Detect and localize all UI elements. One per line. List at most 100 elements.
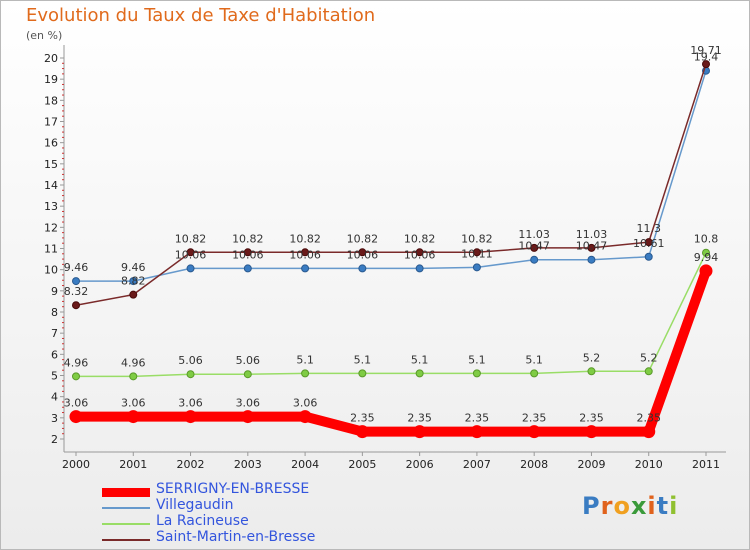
data-point-villegaudin: [358, 264, 367, 273]
data-point-villegaudin: [243, 264, 252, 273]
x-tick-label: 2002: [177, 458, 205, 471]
data-label-villegaudin: 9.46: [121, 261, 146, 274]
data-label-la-racineuse: 5.1: [354, 353, 372, 366]
data-label-serrigny: 2.35: [350, 412, 375, 425]
data-label-villegaudin: 10.11: [461, 247, 493, 260]
data-label-saint-martin: 10.82: [289, 232, 321, 245]
y-tick-label: 17: [44, 116, 58, 129]
data-point-villegaudin: [186, 264, 195, 273]
data-point-la-racineuse: [415, 369, 424, 378]
data-label-la-racineuse: 4.96: [121, 356, 146, 369]
data-point-saint-martin: [301, 248, 310, 257]
data-label-saint-martin: 10.82: [175, 232, 207, 245]
data-label-serrigny: 3.06: [121, 397, 146, 410]
data-point-la-racineuse: [702, 248, 710, 257]
data-label-saint-martin: 10.82: [232, 232, 264, 245]
data-label-serrigny: 2.35: [407, 412, 432, 425]
series-line-la-racineuse: [75, 251, 707, 378]
data-point-villegaudin: [415, 264, 424, 273]
data-label-la-racineuse: 5.1: [468, 353, 486, 366]
x-tick-label: 2010: [635, 458, 663, 471]
x-tick-label: 2008: [520, 458, 548, 471]
data-point-saint-martin: [472, 248, 481, 257]
data-point-la-racineuse: [72, 372, 80, 381]
legend-swatch: [102, 523, 150, 525]
y-tick-label: 15: [44, 158, 58, 171]
data-label-la-racineuse: 5.2: [583, 351, 601, 364]
data-point-saint-martin: [415, 248, 424, 257]
data-point-serrigny: [699, 264, 713, 278]
legend-swatch: [102, 507, 150, 509]
legend-label: SERRIGNY-EN-BRESSE: [156, 481, 310, 497]
data-label-villegaudin: 9.46: [64, 261, 89, 274]
data-point-villegaudin: [472, 263, 481, 272]
data-point-villegaudin: [530, 255, 539, 264]
x-tick-label: 2005: [348, 458, 376, 471]
data-point-saint-martin: [243, 248, 252, 257]
y-tick-label: 20: [44, 52, 58, 65]
data-point-serrigny: [642, 425, 656, 439]
legend-label: La Racineuse: [156, 513, 249, 529]
data-label-villegaudin: 10.06: [347, 248, 379, 261]
data-point-saint-martin: [358, 248, 367, 257]
y-tick-label: 16: [44, 137, 58, 150]
y-tick-label: 7: [51, 327, 58, 340]
data-point-la-racineuse: [644, 367, 653, 376]
y-tick-label: 4: [51, 391, 58, 404]
data-point-saint-martin: [587, 243, 596, 252]
data-point-serrigny: [470, 425, 484, 439]
y-tick-label: 10: [44, 264, 58, 277]
data-label-saint-martin: 10.82: [461, 232, 493, 245]
data-label-saint-martin: 11.3: [636, 222, 661, 235]
data-point-villegaudin: [72, 277, 80, 286]
data-point-saint-martin: [702, 60, 710, 69]
data-label-saint-martin: 11.03: [576, 228, 608, 241]
data-label-la-racineuse: 5.06: [178, 354, 203, 367]
data-label-la-racineuse: 5.1: [411, 353, 429, 366]
data-point-saint-martin: [129, 290, 138, 299]
y-tick-label: 5: [51, 370, 58, 383]
x-tick-label: 2011: [692, 458, 720, 471]
y-tick-label: 13: [44, 200, 58, 213]
data-point-serrigny: [413, 425, 427, 439]
data-label-serrigny: 3.06: [236, 397, 261, 410]
data-label-villegaudin: 10.61: [633, 237, 665, 250]
data-label-villegaudin: 10.06: [175, 248, 207, 261]
data-label-la-racineuse: 4.96: [64, 356, 89, 369]
data-label-villegaudin: 19.4: [694, 51, 719, 64]
y-tick-label: 3: [51, 412, 58, 425]
legend-label: Villegaudin: [156, 497, 234, 513]
data-label-saint-martin: 10.82: [404, 232, 436, 245]
data-point-serrigny: [241, 410, 255, 424]
data-point-serrigny: [126, 410, 140, 424]
data-label-la-racineuse: 5.1: [525, 353, 543, 366]
series-line-villegaudin: [75, 69, 707, 282]
x-tick-label: 2000: [62, 458, 90, 471]
data-label-la-racineuse: 5.1: [296, 353, 314, 366]
data-point-serrigny: [355, 425, 369, 439]
data-label-la-racineuse: 10.8: [694, 233, 719, 246]
data-label-villegaudin: 10.06: [232, 248, 264, 261]
x-tick-label: 2003: [234, 458, 262, 471]
data-point-saint-martin: [644, 238, 653, 247]
data-point-villegaudin: [129, 277, 138, 286]
y-tick-label: 19: [44, 73, 58, 86]
data-point-la-racineuse: [530, 369, 539, 378]
legend-swatch: [102, 539, 150, 541]
legend-swatch: [102, 487, 150, 497]
chart-title: Evolution du Taux de Taxe d'Habitation: [26, 5, 376, 26]
data-label-serrigny: 3.06: [178, 397, 203, 410]
x-tick-label: 2007: [463, 458, 491, 471]
data-point-la-racineuse: [243, 370, 252, 379]
y-tick-label: 2: [51, 433, 58, 446]
data-label-villegaudin: 10.47: [576, 240, 608, 253]
data-point-saint-martin: [530, 243, 539, 252]
data-point-villegaudin: [301, 264, 310, 273]
data-label-serrigny: 9.94: [694, 251, 719, 264]
data-point-villegaudin: [644, 252, 653, 261]
data-point-la-racineuse: [129, 372, 138, 381]
data-label-villegaudin: 10.47: [518, 240, 550, 253]
data-label-saint-martin: 8.82: [121, 275, 146, 288]
